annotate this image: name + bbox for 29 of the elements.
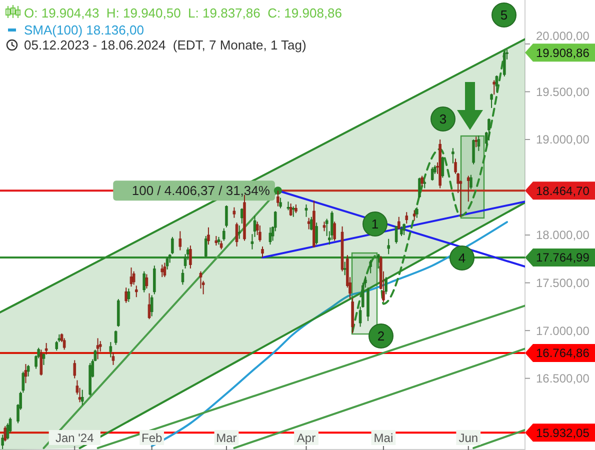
candlestick — [474, 136, 478, 148]
x-tick-label: Mar — [216, 431, 237, 445]
y-tick-label: 19.000,00 — [536, 132, 590, 147]
annotation: 2 — [377, 328, 385, 344]
annotation: 3 — [439, 112, 447, 127]
annotation: 4 — [458, 250, 466, 266]
y-tick-label: 16.500,00 — [536, 372, 590, 386]
text: 05.12.2023 - 18.06.2024 (EDT, 7 Monate, 1 Tag) — [24, 38, 306, 53]
annotation: 1 — [371, 216, 379, 232]
ref-line-label: 16.764,86 — [536, 346, 590, 360]
annotation: 100 / 4.406,37 / 31,34% — [132, 183, 270, 198]
annotation: 5 — [500, 8, 508, 23]
ref-line-label: 18.464,70 — [536, 184, 590, 198]
ref-line-label: 17.764,99 — [536, 250, 590, 265]
x-tick-label: Apr — [296, 431, 316, 445]
y-tick-label: 19.500,00 — [536, 84, 590, 99]
legend-label: SMA(100) 18.136,00 — [24, 22, 144, 38]
y-tick-label: 20.000,00 — [536, 28, 590, 43]
y-tick-label: 17.000,00 — [536, 324, 590, 338]
x-tick-label: Mai — [374, 431, 394, 445]
x-tick-label: Feb — [141, 431, 162, 445]
annotation: 19.908,86 — [536, 46, 590, 60]
ref-line-label: 15.932,05 — [536, 426, 590, 440]
x-tick-label: Jan '24 — [55, 431, 94, 445]
y-tick-label: 18.000,00 — [536, 228, 590, 242]
x-tick-label: Jun — [458, 431, 478, 445]
text: O: 19.904,43 H: 19.940,50 L: 19.837,86 C: 19.908,86 — [24, 6, 342, 21]
y-tick-label: 17.500,00 — [536, 276, 590, 290]
candlestick — [423, 180, 426, 189]
